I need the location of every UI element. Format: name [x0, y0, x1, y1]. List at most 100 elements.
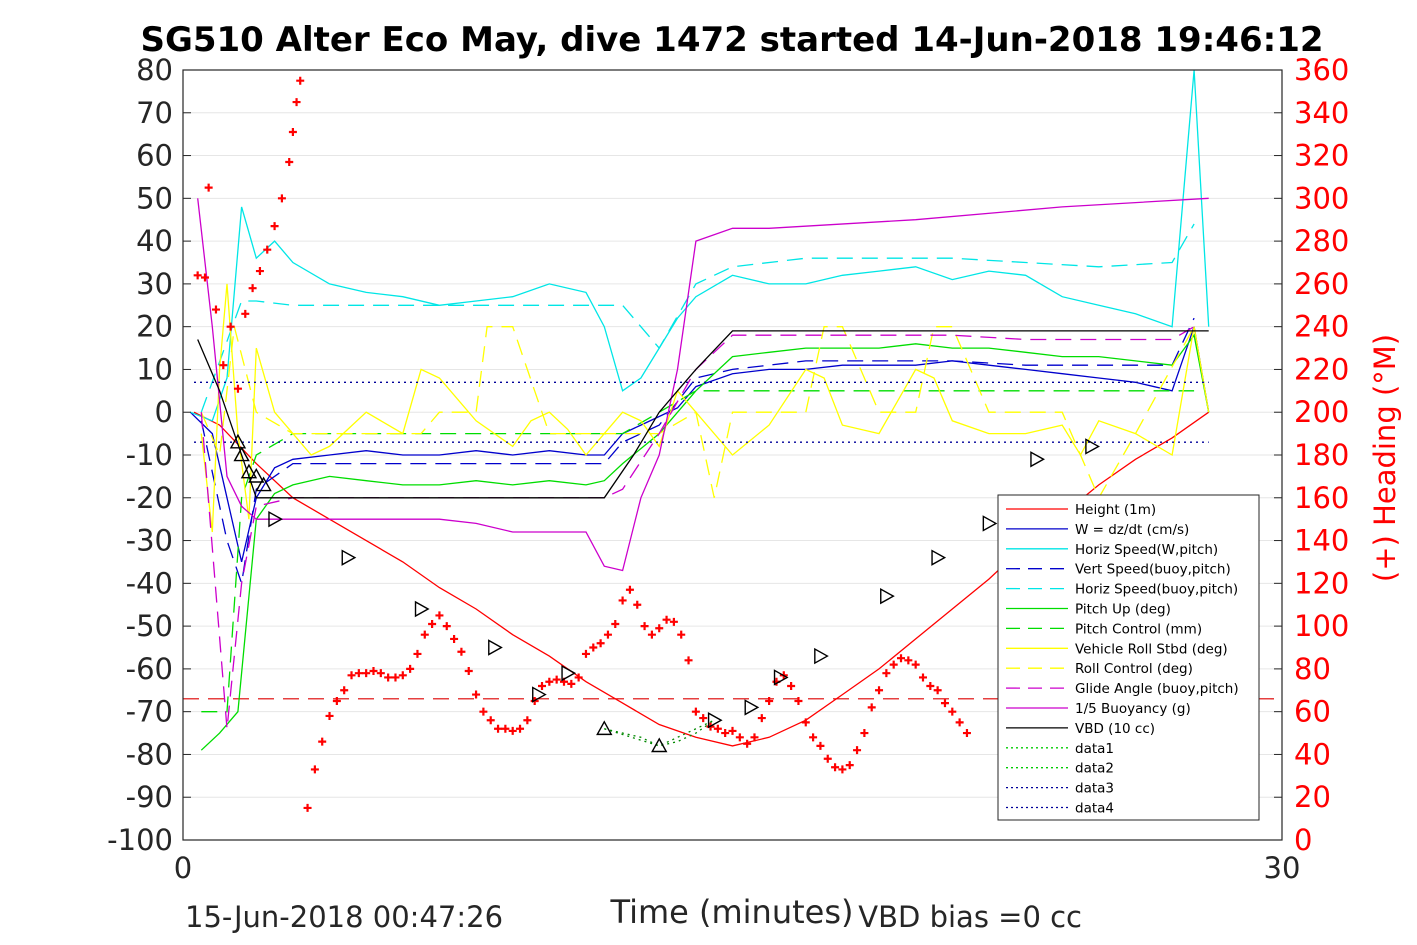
heading-point — [479, 707, 488, 716]
heading-point — [809, 733, 818, 742]
heading-point — [508, 726, 517, 735]
heading-point — [472, 690, 481, 699]
depth-marker-right — [561, 664, 577, 682]
heading-point — [955, 718, 964, 727]
heading-point — [486, 716, 495, 725]
y-tick-label: -60 — [126, 652, 173, 686]
heading-point — [523, 716, 532, 725]
heading-point — [552, 675, 561, 684]
heading-point — [376, 669, 385, 678]
heading-point — [640, 622, 649, 631]
y-tick-label: -40 — [126, 566, 173, 600]
heading-point — [823, 754, 832, 763]
legend-entry-label: data2 — [1075, 761, 1114, 777]
heading-point — [647, 630, 656, 639]
y-tick-label: 80 — [136, 53, 173, 87]
heading-point — [611, 619, 620, 628]
series-vehicle-roll-stbd-deg — [200, 283, 1210, 533]
y-tick-label: -100 — [107, 823, 173, 857]
right-tick-label: 280 — [1294, 224, 1349, 258]
y-tick-label: -30 — [126, 524, 173, 558]
heading-point — [270, 222, 279, 231]
heading-point — [310, 765, 319, 774]
right-axis-label: (+) Heading (°M) — [1368, 334, 1402, 582]
legend-entry-label: Vehicle Roll Stbd (deg) — [1075, 641, 1228, 657]
heading-point — [450, 634, 459, 643]
heading-point — [248, 284, 257, 293]
heading-point — [677, 630, 686, 639]
depth-marker-right — [707, 712, 723, 729]
depth-marker-right — [1030, 451, 1046, 468]
series-vert-speed-buoy-pitch — [200, 317, 1195, 584]
right-tick-label: 0 — [1294, 823, 1312, 857]
heading-point — [354, 669, 363, 678]
legend-entry-label: data3 — [1075, 781, 1114, 797]
right-tick-label: 240 — [1294, 310, 1349, 344]
y-tick-label: 50 — [136, 181, 173, 215]
series-vbd-10-cc — [197, 330, 1209, 499]
y-tick-label: 0 — [155, 395, 173, 429]
heading-point — [442, 622, 451, 631]
heading-point — [538, 682, 547, 690]
depth-marker-right — [931, 549, 947, 566]
heading-point — [889, 660, 898, 669]
heading-point — [325, 711, 334, 720]
heading-point — [285, 157, 294, 166]
footer-vbd-bias: VBD bias =0 cc — [858, 900, 1082, 934]
depth-markers — [229, 433, 1100, 753]
heading-point — [948, 707, 957, 716]
heading-point — [516, 724, 525, 733]
y-tick-label: -10 — [126, 438, 173, 472]
heading-point — [501, 724, 510, 733]
depth-marker-right — [773, 669, 789, 686]
depth-marker-up — [255, 476, 272, 492]
depth-marker-up — [229, 433, 247, 449]
heading-point — [384, 673, 393, 682]
right-tick-label: 120 — [1294, 566, 1349, 600]
legend-entry-label: Horiz Speed(buoy,pitch) — [1075, 582, 1238, 598]
right-tick-label: 180 — [1294, 438, 1349, 472]
heading-point — [918, 673, 927, 682]
heading-point — [867, 703, 876, 712]
series-data1 — [604, 719, 715, 747]
heading-points — [194, 77, 971, 812]
depth-marker-up — [248, 467, 265, 483]
heading-point — [200, 273, 209, 282]
y-tick-label: -80 — [126, 737, 173, 771]
depth-marker-up — [240, 463, 258, 479]
heading-point — [618, 596, 627, 605]
right-tick-label: 160 — [1294, 481, 1349, 515]
right-tick-label: 220 — [1294, 352, 1349, 386]
footer-timestamp: 15-Jun-2018 00:47:26 — [185, 900, 503, 934]
right-tick-label: 260 — [1294, 267, 1349, 301]
y-tick-label: -90 — [126, 780, 173, 814]
y-tick-label: 30 — [136, 267, 173, 301]
depth-marker-right — [341, 549, 357, 566]
heading-point — [241, 309, 250, 318]
heading-point — [713, 724, 722, 733]
heading-point — [263, 245, 272, 254]
y-tick-label: -20 — [126, 481, 173, 515]
heading-point — [845, 761, 854, 770]
legend-entry-label: Pitch Up (deg) — [1075, 602, 1171, 618]
heading-point — [940, 699, 949, 708]
series-w-dz-dt-cm-s — [189, 326, 1210, 563]
heading-point — [882, 669, 891, 678]
heading-point — [838, 765, 847, 774]
y-tick-label: 20 — [136, 310, 173, 344]
y-tick-label: 60 — [136, 139, 173, 173]
heading-point — [494, 724, 503, 733]
heading-point — [347, 671, 356, 680]
heading-point — [362, 669, 371, 678]
heading-point — [911, 660, 920, 669]
legend: Height (1m) W = dz/dt (cm/s) Horiz Speed(W… — [997, 494, 1260, 821]
heading-point — [926, 682, 935, 690]
depth-marker-right — [880, 587, 895, 605]
heading-point — [457, 647, 466, 656]
right-tick-label: 20 — [1294, 780, 1331, 814]
legend-entry-label: Height (1m) — [1075, 502, 1156, 518]
heading-point — [369, 667, 378, 676]
heading-point — [625, 585, 634, 594]
legend-entry-label: Pitch Control (mm) — [1075, 621, 1202, 637]
heading-point — [933, 686, 942, 695]
